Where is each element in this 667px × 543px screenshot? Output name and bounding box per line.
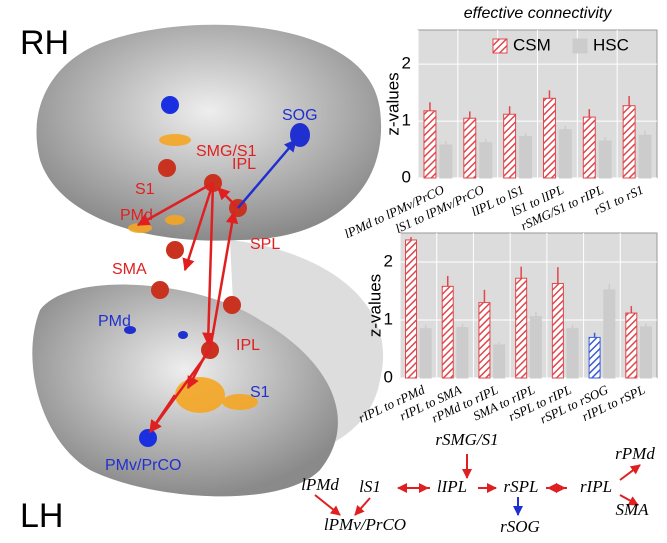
hemisphere-label: LH [20,497,63,535]
bar [520,136,532,178]
diagram-node: lPMv/PrCO [324,515,406,534]
diagram-node: rSOG [500,517,540,536]
y-axis-label: z-values [383,72,402,135]
legend-label: CSM [513,35,551,54]
bar [567,329,578,378]
bar [639,135,651,178]
bar [599,141,611,178]
y-tick-label: 1 [402,111,411,130]
bar [479,303,490,378]
bar [457,328,468,378]
bar [583,117,595,178]
region-label: IPL [232,156,256,173]
chart-title: effective connectivity [464,5,613,22]
bar [406,240,417,378]
region-label: PMd [120,207,153,224]
diagram-node: lS1 [359,477,381,496]
hemisphere-label: RH [20,24,69,62]
y-tick-label: 2 [402,54,411,73]
region-label: SPL [250,236,280,253]
region-label: IPL [236,337,260,354]
bar [442,286,453,378]
bar [424,111,436,178]
y-tick-label: 1 [384,309,393,328]
bar [480,143,492,178]
bar [420,329,431,378]
diagram-node: rPMd [615,444,655,463]
y-tick-label: 2 [384,251,393,270]
legend-label: HSC [593,35,629,54]
diagram-node: rSPL [504,477,539,496]
region-label: SOG [282,107,318,124]
region-label: S1 [135,181,155,198]
plot-area [400,233,657,378]
region-label: PMd [98,313,131,330]
bar [626,313,637,378]
bar [623,106,635,178]
y-tick-label: 0 [384,367,393,386]
diagram-node: lPMd [301,475,339,494]
bar [504,114,516,178]
diagram-node: rIPL [580,477,612,496]
bar [543,98,555,178]
legend-swatch [493,39,507,53]
bar [559,130,571,178]
bar [516,278,527,378]
region-label: SMA [112,261,147,278]
bar [640,327,651,378]
bar [530,317,541,378]
bar [604,290,615,378]
bar [589,337,600,378]
bar [494,345,505,378]
y-tick-label: 0 [402,167,411,186]
diagram-node: lIPL [437,477,467,496]
legend-swatch [573,39,587,53]
diagram-node: SMA [615,500,649,519]
brain-image [32,25,383,497]
diagram-node: rSMG/S1 [435,430,498,449]
bar [440,145,452,178]
figure: RHLHSMG/S1SOGIPLS1PMdSPLSMAPMdIPLS1PMv/P… [0,0,667,543]
region-label: PMv/PrCO [105,457,181,474]
y-axis-label: z-values [365,274,384,337]
bar [464,118,476,178]
region-label: S1 [250,384,270,401]
bar [552,283,563,378]
